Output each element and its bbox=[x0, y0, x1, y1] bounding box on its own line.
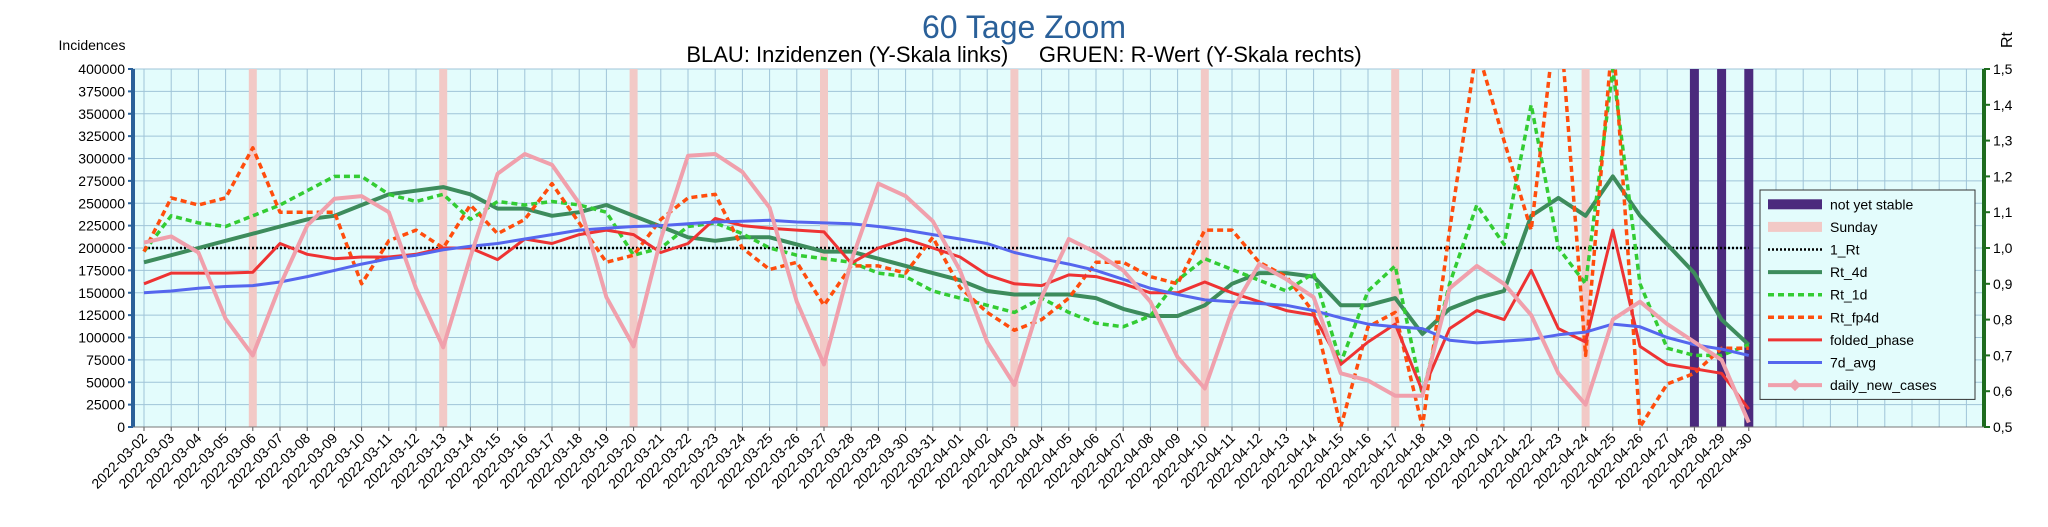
y-tick-label: 300000 bbox=[78, 151, 125, 167]
legend-label: 1_Rt bbox=[1830, 242, 1860, 258]
y-tick-label: 50000 bbox=[86, 374, 125, 390]
y2-tick-label: 0,5 bbox=[1993, 419, 2013, 435]
y-axis-label: Incidences bbox=[59, 37, 126, 53]
y2-tick-label: 1,1 bbox=[1993, 204, 2013, 220]
y2-tick-label: 0,9 bbox=[1993, 276, 2013, 292]
y-tick-label: 275000 bbox=[78, 173, 125, 189]
legend-label: 7d_avg bbox=[1830, 355, 1876, 371]
legend-label: Rt_fp4d bbox=[1830, 309, 1879, 325]
y-tick-label: 150000 bbox=[78, 285, 125, 301]
legend-symbol bbox=[1768, 199, 1822, 210]
y2-tick-label: 1,3 bbox=[1993, 133, 2013, 149]
series-line bbox=[143, 152, 1751, 424]
y2-tick-label: 0,7 bbox=[1993, 347, 2013, 363]
y2-tick-label: 0,8 bbox=[1993, 312, 2013, 328]
plot-series bbox=[142, 69, 1754, 427]
legend-label: not yet stable bbox=[1830, 196, 1913, 212]
series-line bbox=[143, 174, 1751, 347]
y2-axis-label: Rt bbox=[1999, 31, 2016, 48]
y2-tick-label: 0,6 bbox=[1993, 383, 2013, 399]
legend-label: folded_phase bbox=[1830, 332, 1914, 348]
y2-tick-label: 1,4 bbox=[1993, 97, 2013, 113]
y2-tick-label: 1,5 bbox=[1993, 61, 2013, 77]
legend-label: Sunday bbox=[1830, 219, 1877, 235]
series-line bbox=[142, 69, 1749, 427]
y-tick-label: 225000 bbox=[78, 218, 125, 234]
y2-tick-label: 1,0 bbox=[1993, 240, 2013, 256]
y-tick-label: 175000 bbox=[78, 262, 125, 278]
legend-label: Rt_1d bbox=[1830, 287, 1867, 303]
y-tick-label: 350000 bbox=[78, 106, 125, 122]
legend-label: Rt_4d bbox=[1830, 264, 1867, 280]
y-tick-label: 75000 bbox=[86, 352, 125, 368]
y2-tick-label: 1,2 bbox=[1993, 168, 2013, 184]
legend-label: daily_new_cases bbox=[1830, 377, 1937, 393]
band-bar bbox=[1010, 69, 1019, 427]
legend-symbol bbox=[1768, 221, 1822, 232]
y-tick-label: 250000 bbox=[78, 195, 125, 211]
y-tick-label: 400000 bbox=[78, 61, 125, 77]
series-line bbox=[143, 218, 1750, 357]
y-tick-label: 200000 bbox=[78, 240, 125, 256]
y-tick-label: 325000 bbox=[78, 128, 125, 144]
y-tick-label: 25000 bbox=[86, 397, 125, 413]
legend-marker bbox=[1789, 379, 1801, 392]
y-tick-label: 125000 bbox=[78, 307, 125, 323]
chart-title: 60 Tage Zoom bbox=[922, 9, 1126, 45]
band-bar bbox=[1391, 69, 1400, 427]
y-tick-label: 100000 bbox=[78, 330, 125, 346]
band-bar bbox=[1689, 69, 1699, 427]
chart-subtitle: BLAU: Inzidenzen (Y-Skala links) GRUEN: … bbox=[686, 42, 1361, 67]
y-tick-label: 375000 bbox=[78, 83, 125, 99]
series-line bbox=[142, 69, 1750, 397]
y-tick-label: 0 bbox=[117, 419, 125, 435]
